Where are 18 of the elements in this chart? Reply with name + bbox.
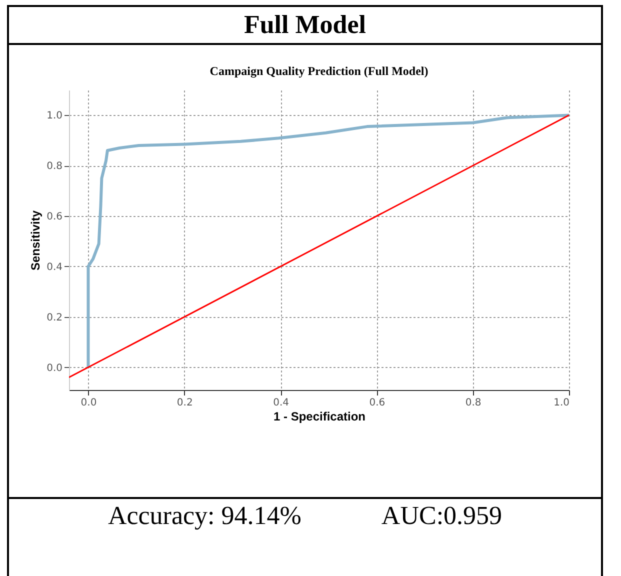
x-tick-label: 0.4 bbox=[273, 398, 289, 408]
text: Accuracy: 94.14% bbox=[108, 500, 302, 532]
y-axis-title: Sensitivity bbox=[28, 210, 43, 271]
x-tick-label: 1.0 bbox=[554, 398, 570, 408]
y-tick-label: 0.0 bbox=[46, 362, 62, 374]
x-axis-title: 1 - Specification bbox=[273, 410, 366, 424]
y-tick-label: 0.2 bbox=[46, 312, 62, 324]
y-tick-label: 0.8 bbox=[46, 161, 62, 172]
x-tick-label: 0.6 bbox=[369, 398, 386, 408]
x-tick-label: 0.8 bbox=[465, 398, 482, 408]
chart-title: Full Model bbox=[9, 7, 601, 45]
y-tick-label: 0.4 bbox=[46, 262, 62, 273]
x-tick-label: 0.2 bbox=[176, 398, 193, 408]
y-tick-label: 1.0 bbox=[46, 110, 62, 122]
x-tick-label: 0.0 bbox=[80, 398, 97, 408]
y-tick-label: 0.6 bbox=[46, 212, 62, 223]
text: AUC:0.959 bbox=[381, 500, 502, 532]
chart-subtitle: Campaign Quality Prediction (Full Model) bbox=[210, 64, 428, 78]
